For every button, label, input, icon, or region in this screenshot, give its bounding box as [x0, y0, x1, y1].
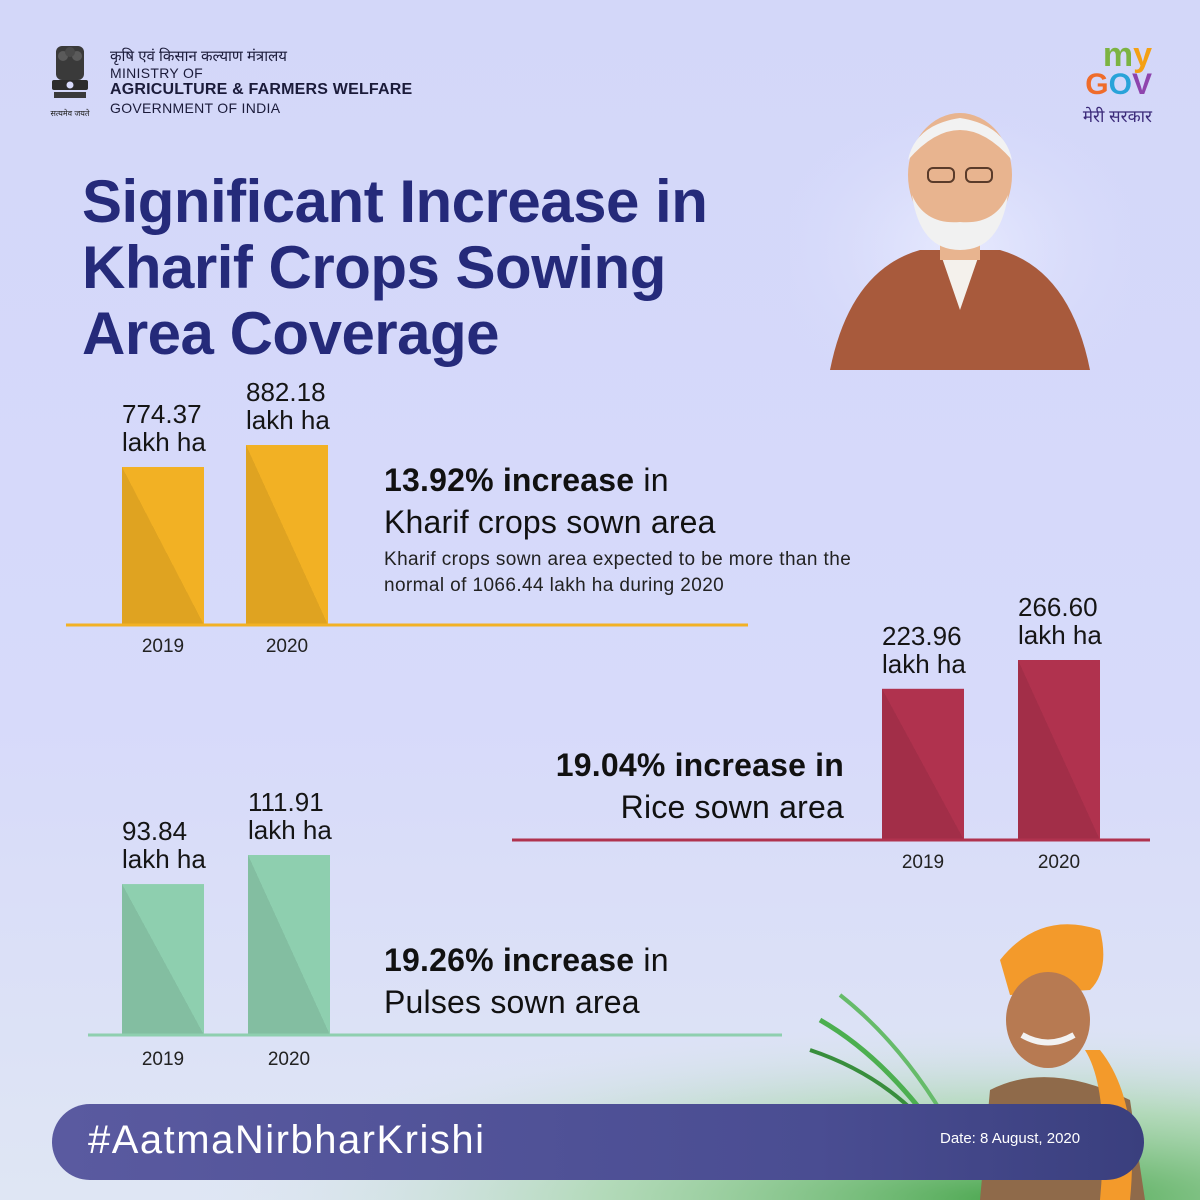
pulses-headline-rest: in	[634, 942, 669, 978]
date-label: Date: 8 August, 2020	[940, 1130, 1081, 1147]
pulses-bar-2020	[248, 855, 330, 1035]
ministry-line-1: MINISTRY OF	[110, 65, 204, 82]
kharif-subline: Kharif crops sown area	[384, 503, 716, 540]
title-line-3: Area Coverage	[82, 300, 500, 367]
kharif-value-label-2019: 774.37	[122, 399, 202, 429]
hashtag-text: #AatmaNirbharKrishi	[88, 1118, 486, 1162]
kharif-unit-label-2019: lakh ha	[122, 427, 206, 457]
mygov-my: my	[1102, 36, 1152, 74]
kharif-category-label-2020: 2020	[266, 636, 308, 657]
kharif-bar-2020	[246, 445, 328, 625]
title-line-2: Kharif Crops Sowing	[82, 234, 666, 301]
rice-category-label-2019: 2019	[902, 852, 944, 873]
rice-bar-2019	[882, 688, 964, 840]
mygov-gov: GOV	[1085, 68, 1152, 101]
pulses-category-label-2020: 2020	[268, 1049, 310, 1070]
pulses-bar-2019	[122, 884, 204, 1035]
kharif-stat-block: 13.92% increase in Kharif crops sown are…	[384, 460, 851, 598]
rice-bar-2020	[1018, 660, 1100, 840]
ministry-block: कृषि एवं किसान कल्याण मंत्रालय MINISTRY …	[110, 48, 412, 116]
pulses-unit-label-2019: lakh ha	[122, 844, 206, 874]
rice-category-label-2020: 2020	[1038, 852, 1080, 873]
mygov-logo: my GOV मेरी सरकार	[1083, 38, 1152, 127]
rice-value-label-2020: 266.60	[1018, 592, 1098, 622]
pulses-value-label-2020: 111.91	[248, 787, 324, 817]
title-line-1: Significant Increase in	[82, 168, 708, 235]
rice-value-label-2019: 223.96	[882, 621, 962, 651]
pulses-subline: Pulses sown area	[384, 983, 640, 1020]
rice-unit-label-2020: lakh ha	[1018, 620, 1102, 650]
pulses-category-label-2019: 2019	[142, 1049, 184, 1070]
pulses-headline-bold: 19.26% increase	[384, 942, 635, 978]
pulses-stat-block: 19.26% increase in Pulses sown area	[384, 940, 669, 1023]
leader-portrait-image	[790, 100, 1130, 370]
rice-unit-label-2019: lakh ha	[882, 649, 966, 679]
kharif-value-label-2020: 882.18	[246, 377, 326, 407]
kharif-note: Kharif crops sown area expected to be mo…	[384, 547, 851, 598]
rice-headline-bold: 19.04% increase in	[555, 747, 844, 783]
page-title: Significant Increase in Kharif Crops Sow…	[82, 168, 802, 368]
pulses-value-label-2019: 93.84	[122, 816, 187, 846]
hashtag-banner	[52, 1104, 1144, 1180]
rice-stat-block: 19.04% increase in Rice sown area	[514, 745, 844, 828]
ministry-line-3: GOVERNMENT OF INDIA	[110, 99, 281, 116]
kharif-note-line-2: normal of 1066.44 lakh ha during 2020	[384, 574, 725, 596]
kharif-bar-2019	[122, 466, 204, 625]
emblem-motto: सत्यमेव जयते	[51, 108, 90, 118]
kharif-headline-bold: 13.92% increase	[384, 462, 635, 498]
kharif-category-label-2019: 2019	[142, 636, 184, 657]
ministry-hindi-name: कृषि एवं किसान कल्याण मंत्रालय	[110, 48, 287, 65]
kharif-unit-label-2020: lakh ha	[246, 405, 330, 435]
national-emblem-icon: सत्यमेव जयते	[51, 46, 90, 118]
rice-subline: Rice sown area	[620, 788, 844, 825]
pulses-unit-label-2020: lakh ha	[248, 815, 332, 845]
kharif-headline-rest: in	[634, 462, 669, 498]
kharif-note-line-1: Kharif crops sown area expected to be mo…	[384, 549, 852, 571]
ministry-line-2: AGRICULTURE & FARMERS WELFARE	[110, 81, 413, 99]
